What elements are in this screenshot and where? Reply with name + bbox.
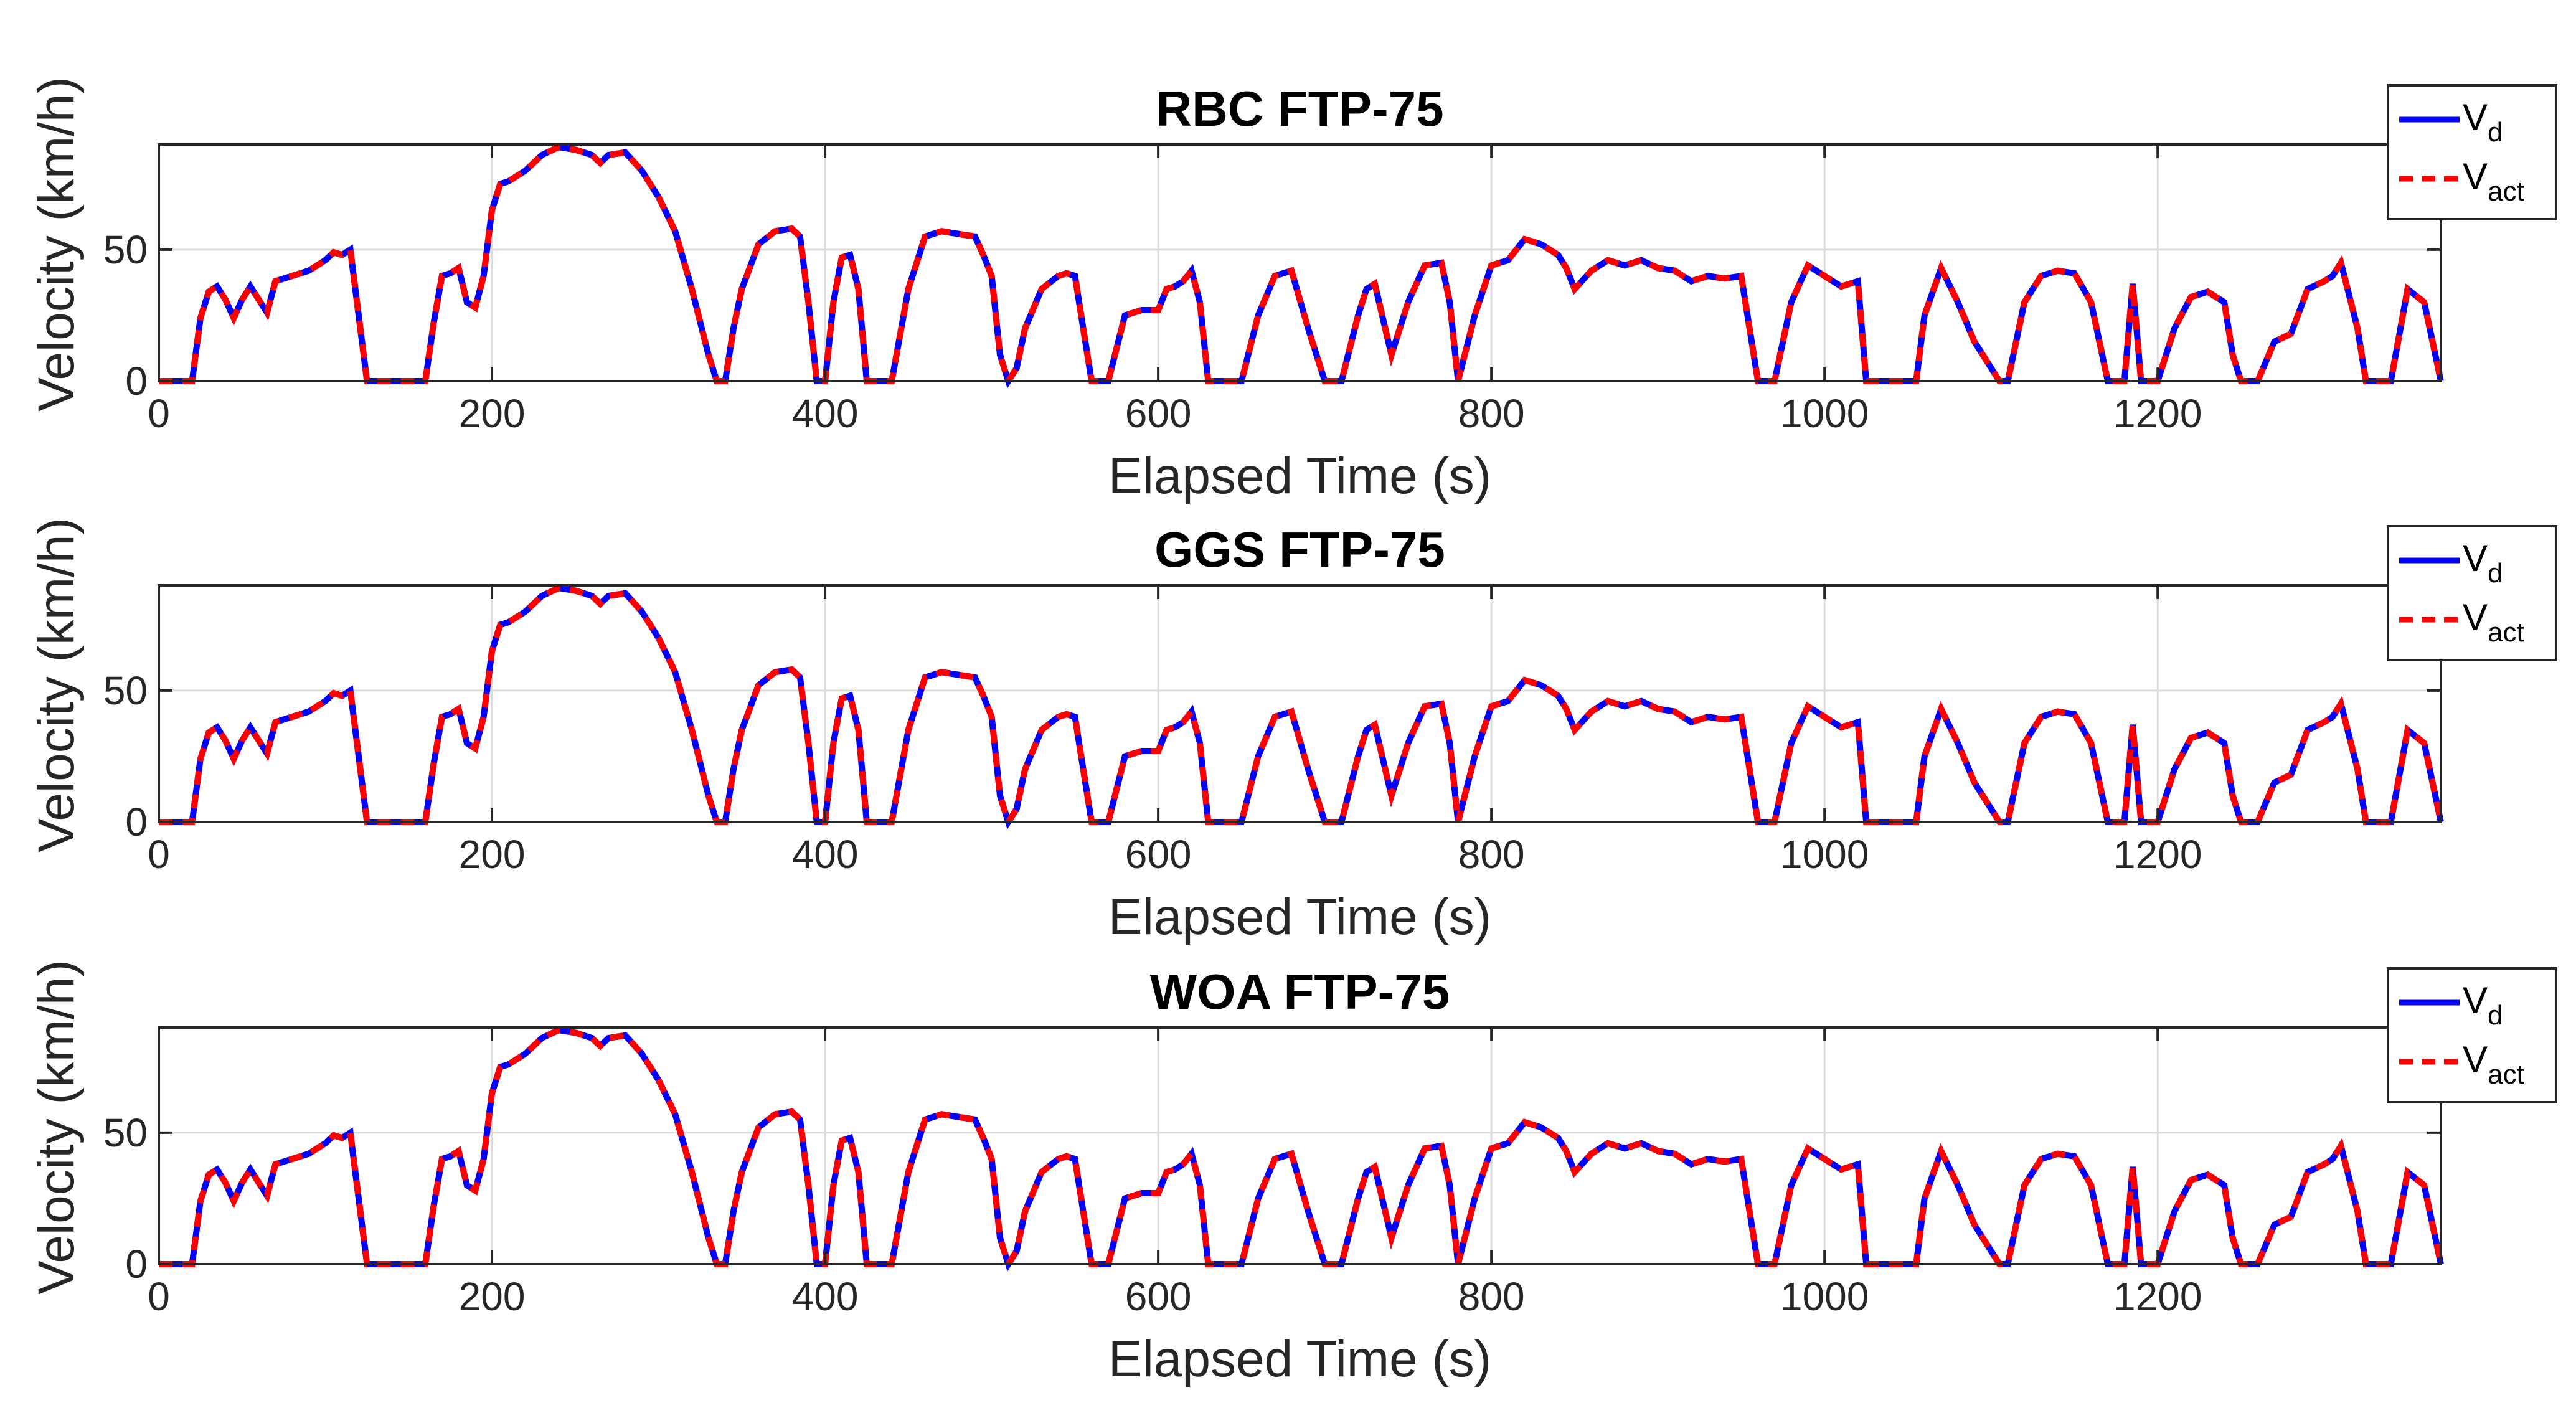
legend-box <box>2387 967 2557 1103</box>
legend-entry-vact: Vact <box>2463 156 2524 207</box>
legend-entry-vd-name: V <box>2463 980 2488 1021</box>
legend-box <box>2387 525 2557 661</box>
x-tick-label: 1000 <box>1780 1274 1869 1319</box>
y-tick-label: 0 <box>125 359 148 404</box>
x-tick-label: 600 <box>1125 391 1192 436</box>
legend-entry-vact-subscript: act <box>2488 176 2524 207</box>
x-axis-label: Elapsed Time (s) <box>1108 1331 1491 1387</box>
series-area <box>159 1027 2444 1272</box>
x-tick-labels: 0 200 400 600 800 1000 1200 <box>148 1028 2202 1319</box>
legend: Vd Vact <box>2387 967 2557 1103</box>
legend: Vd Vact <box>2387 84 2557 220</box>
legend-entry-vact-name: V <box>2463 156 2488 197</box>
y-axis-label: Velocity (km/h) <box>28 77 85 412</box>
legend-entry-vact: Vact <box>2463 597 2524 648</box>
subplot-woa: WOA FTP-75 0 200 400 600 800 1000 1200 0 50 Ela… <box>28 960 2557 1387</box>
series-line-vd <box>159 144 2444 389</box>
y-tick-label: 50 <box>103 227 148 272</box>
y-tick-label: 0 <box>125 800 148 844</box>
chart-title: WOA FTP-75 <box>1150 964 1450 1019</box>
chart-title: GGS FTP-75 <box>1154 522 1445 577</box>
x-tick-label: 0 <box>148 1274 170 1319</box>
legend-entry-vact-name: V <box>2463 597 2488 638</box>
x-tick-label: 400 <box>792 1274 859 1319</box>
legend-entry-vd-subscript: d <box>2488 558 2503 588</box>
x-tick-label: 0 <box>148 391 170 436</box>
x-tick-label: 1200 <box>2113 832 2202 877</box>
series-line-vd <box>159 585 2444 829</box>
legend-entry-vd: Vd <box>2463 537 2503 588</box>
subplot-rbc: RBC FTP-75 0 200 400 600 800 1000 1200 0 50 Ela… <box>28 77 2557 504</box>
series-line-vd <box>159 1027 2444 1272</box>
x-tick-label: 200 <box>459 391 526 436</box>
legend-entry-vact-subscript: act <box>2488 1059 2524 1090</box>
axes-box <box>158 143 2442 382</box>
plot-area <box>159 144 2441 381</box>
x-tick-label: 400 <box>792 391 859 436</box>
axes-box <box>158 1026 2442 1265</box>
x-tick-label: 0 <box>148 832 170 877</box>
chart-title: RBC FTP-75 <box>1156 81 1443 136</box>
legend-entry-vd-name: V <box>2463 537 2488 579</box>
legend-entry-vd: Vd <box>2463 97 2503 148</box>
x-tick-label: 800 <box>1458 391 1525 436</box>
legend-entry-vd-name: V <box>2463 97 2488 138</box>
legend-entry-vact-subscript: act <box>2488 617 2524 648</box>
subplot-ggs: GGS FTP-75 0 200 400 600 800 1000 1200 0 50 Ela… <box>28 517 2557 945</box>
legend-entry-vact-name: V <box>2463 1039 2488 1080</box>
legend-entry-vd-subscript: d <box>2488 117 2503 148</box>
x-tick-labels: 0 200 400 600 800 1000 1200 <box>148 585 2202 877</box>
x-tick-label: 600 <box>1125 832 1192 877</box>
x-tick-label: 1200 <box>2113 1274 2202 1319</box>
y-tick-label: 50 <box>103 668 148 713</box>
x-tick-label: 1000 <box>1780 391 1869 436</box>
x-tick-label: 1200 <box>2113 391 2202 436</box>
axes-box <box>158 584 2442 823</box>
legend: Vd Vact <box>2387 525 2557 661</box>
plot-area <box>159 1028 2441 1264</box>
y-axis-label: Velocity (km/h) <box>28 960 85 1295</box>
legend-entry-vd-subscript: d <box>2488 1000 2503 1031</box>
y-tick-labels: 0 50 <box>103 227 2441 404</box>
x-tick-label: 400 <box>792 832 859 877</box>
series-area <box>159 585 2444 829</box>
x-tick-label: 200 <box>459 832 526 877</box>
x-axis-label: Elapsed Time (s) <box>1108 889 1491 945</box>
x-tick-label: 1000 <box>1780 832 1869 877</box>
series-area <box>159 144 2444 389</box>
y-tick-label: 50 <box>103 1110 148 1155</box>
y-tick-labels: 0 50 <box>103 668 2441 844</box>
y-tick-label: 0 <box>125 1242 148 1287</box>
x-tick-labels: 0 200 400 600 800 1000 1200 <box>148 144 2202 436</box>
legend-entry-vd: Vd <box>2463 980 2503 1031</box>
legend-entry-vact: Vact <box>2463 1039 2524 1090</box>
x-tick-label: 800 <box>1458 1274 1525 1319</box>
x-axis-label: Elapsed Time (s) <box>1108 448 1491 504</box>
y-axis-label: Velocity (km/h) <box>28 517 85 853</box>
legend-box <box>2387 84 2557 220</box>
plot-area <box>159 585 2441 822</box>
x-tick-label: 600 <box>1125 1274 1192 1319</box>
grid-lines <box>159 585 2441 822</box>
x-tick-label: 800 <box>1458 832 1525 877</box>
y-tick-labels: 0 50 <box>103 1110 2441 1287</box>
x-tick-label: 200 <box>459 1274 526 1319</box>
